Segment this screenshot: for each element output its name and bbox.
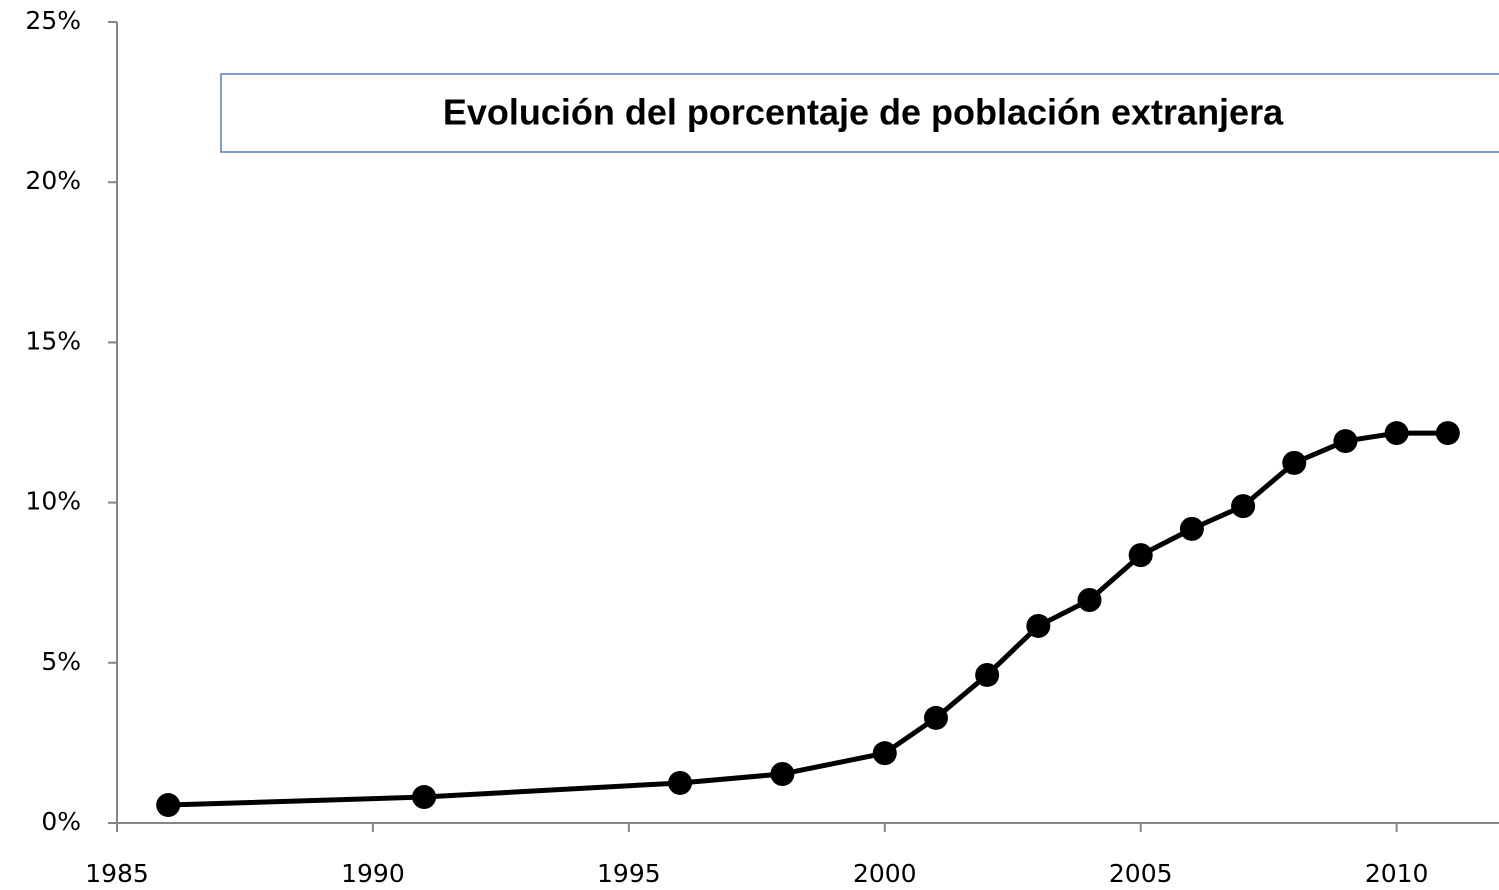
x-tick-label: 2005 [1109, 859, 1173, 888]
data-point [156, 793, 181, 818]
y-tick-label: 5% [41, 647, 81, 676]
x-tick-label: 1990 [341, 859, 405, 888]
data-point [1179, 516, 1204, 541]
data-point [975, 662, 1000, 687]
data-point [1128, 543, 1153, 568]
data-point [1282, 450, 1307, 475]
data-point [412, 785, 437, 810]
series-line [168, 430, 1448, 808]
title-box [220, 73, 1499, 153]
data-point [1077, 588, 1102, 613]
y-tick-label: 15% [25, 326, 81, 355]
data-point [668, 770, 693, 795]
data-point [872, 741, 897, 766]
data-point [1026, 613, 1051, 638]
chart-title: Evolución del porcentaje de población ex… [443, 92, 1284, 133]
data-point [1231, 494, 1256, 519]
y-tick-label: 10% [25, 487, 81, 516]
x-tick-label: 2010 [1365, 859, 1429, 888]
y-tick-label: 20% [25, 166, 81, 195]
y-tick-label: 25% [25, 6, 81, 35]
data-point [923, 705, 948, 730]
x-tick-label: 1985 [85, 859, 149, 888]
data-point [1435, 421, 1460, 446]
data-point [1333, 429, 1358, 454]
data-point [770, 761, 795, 786]
data-point [1384, 421, 1409, 446]
x-tick-label: 1995 [597, 859, 661, 888]
y-tick-label: 0% [41, 807, 81, 836]
x-tick-label: 2000 [853, 859, 917, 888]
